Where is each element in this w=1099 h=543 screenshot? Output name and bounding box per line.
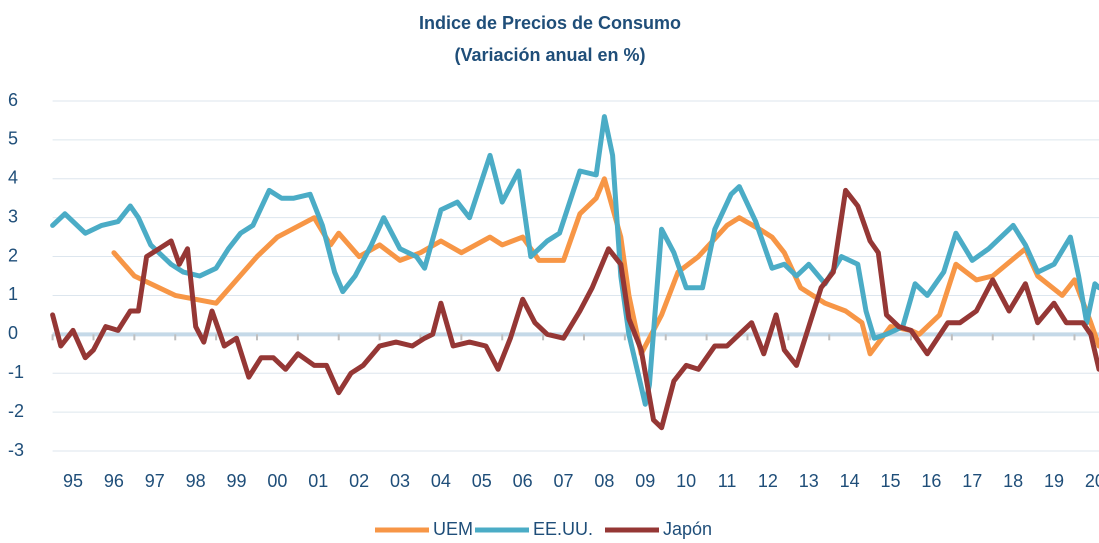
x-tick-label: 03 [390,471,410,491]
legend-label: Japón [663,519,712,539]
y-tick-label: 4 [8,168,18,188]
x-tick-label: 05 [472,471,492,491]
x-tick-label: 18 [1003,471,1023,491]
x-tick-label: 10 [676,471,696,491]
x-tick-label: 17 [962,471,982,491]
x-tick-label: 20 [1085,471,1099,491]
x-tick-label: 98 [186,471,206,491]
y-tick-label: -1 [8,362,24,382]
y-tick-label: 0 [8,323,18,343]
x-tick-label: 15 [881,471,901,491]
x-tick-label: 99 [227,471,247,491]
y-tick-label: 3 [8,206,18,226]
x-tick-label: 11 [718,471,737,491]
x-tick-label: 02 [349,471,369,491]
legend-label: EE.UU. [533,519,593,539]
x-tick-label: 97 [145,471,165,491]
chart-subtitle: (Variación anual en %) [454,45,645,65]
y-tick-label: -3 [8,440,24,460]
x-tick-label: 04 [431,471,451,491]
x-tick-label: 19 [1044,471,1064,491]
x-tick-label: 12 [758,471,778,491]
x-tick-label: 96 [104,471,124,491]
y-tick-label: -2 [8,401,24,421]
x-tick-label: 09 [635,471,655,491]
series-line [50,187,1099,431]
x-tick-label: 14 [840,471,860,491]
x-tick-label: 16 [921,471,941,491]
x-tick-label: 01 [308,471,328,491]
x-tick-label: 06 [513,471,533,491]
series-line [50,114,1099,407]
chart-title: Indice de Precios de Consumo [419,13,681,33]
y-tick-label: 1 [8,284,18,304]
x-tick-label: 07 [554,471,574,491]
y-tick-label: 5 [8,129,18,149]
x-tick-label: 00 [267,471,287,491]
x-tick-label: 13 [799,471,819,491]
x-tick-label: 95 [63,471,83,491]
x-tick-label: 08 [594,471,614,491]
y-tick-label: 6 [8,90,18,110]
y-tick-label: 2 [8,245,18,265]
legend-label: UEM [433,519,473,539]
